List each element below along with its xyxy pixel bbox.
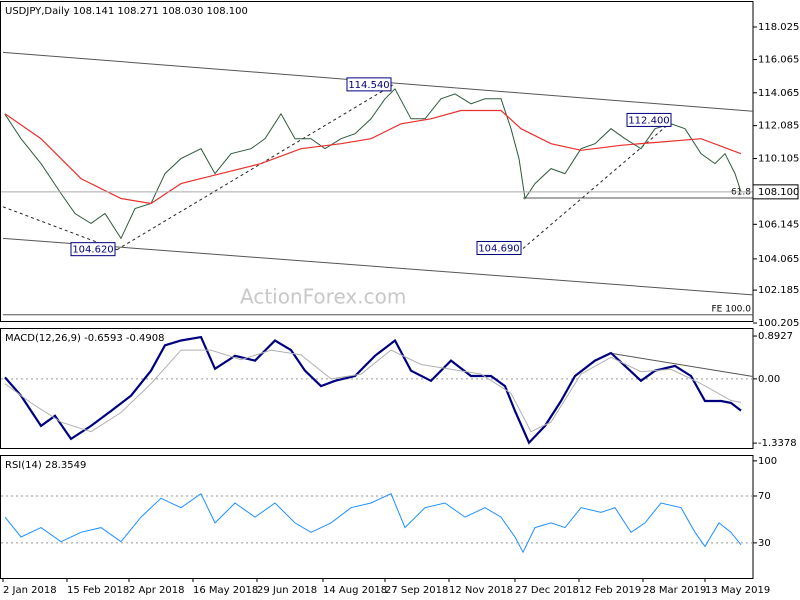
annotation-label: 114.540 bbox=[348, 80, 389, 91]
x-tick-label: 28 Mar 2019 bbox=[643, 585, 706, 596]
line-label: 61.8 bbox=[731, 188, 751, 198]
y-tick-label: -1.3378 bbox=[758, 438, 797, 449]
annotation-box bbox=[346, 77, 392, 92]
y-tick-label: 102.185 bbox=[758, 285, 799, 296]
y-tick-label: 0.00 bbox=[758, 374, 780, 385]
y-tick-label: 114.065 bbox=[758, 88, 799, 99]
x-tick-label: 27 Dec 2018 bbox=[515, 585, 579, 596]
y-tick-label: 112.085 bbox=[758, 121, 799, 132]
y-tick-label: 0.8927 bbox=[758, 331, 793, 342]
y-tick-label: 116.065 bbox=[758, 55, 799, 66]
series-line bbox=[4, 109, 742, 205]
panel-title: MACD(12,26,9) -0.6593 -0.4908 bbox=[5, 333, 165, 344]
trend-line bbox=[608, 352, 754, 377]
series-line bbox=[4, 335, 742, 445]
x-tick-label: 14 Aug 2018 bbox=[323, 585, 387, 596]
y-tick-label: 100 bbox=[758, 456, 777, 467]
trend-line bbox=[2, 206, 118, 251]
x-tick-label: 12 Nov 2018 bbox=[449, 585, 513, 596]
panel-title: RSI(14) 28.3549 bbox=[5, 460, 86, 471]
annotation-label: 104.620 bbox=[72, 245, 113, 256]
x-tick-label: 27 Sep 2018 bbox=[385, 585, 448, 596]
x-tick-label: 16 May 2018 bbox=[193, 585, 258, 596]
x-tick-label: 15 Feb 2018 bbox=[67, 585, 129, 596]
x-tick-label: 29 Jun 2018 bbox=[257, 585, 317, 596]
trend-line bbox=[116, 84, 394, 251]
y-tick-label: 70 bbox=[758, 491, 771, 502]
trend-line bbox=[522, 120, 674, 249]
x-tick-label: 2 Jan 2018 bbox=[3, 585, 57, 596]
last-price-box bbox=[752, 184, 799, 200]
y-tick-label: 118.025 bbox=[758, 22, 799, 33]
y-tick-label: 100.205 bbox=[758, 318, 799, 329]
x-tick-label: 13 May 2019 bbox=[705, 585, 770, 596]
y-tick-label: 110.105 bbox=[758, 154, 799, 165]
line-label: FE 100.0 bbox=[712, 304, 752, 314]
annotation-label: 104.690 bbox=[478, 243, 519, 254]
annotation-label: 112.400 bbox=[628, 115, 669, 126]
panel-border bbox=[0, 1, 754, 322]
annotation-box bbox=[626, 112, 672, 127]
x-tick-label: 2 Apr 2018 bbox=[129, 585, 184, 596]
y-tick-label: 104.065 bbox=[758, 254, 799, 265]
watermark: ActionForex.com bbox=[240, 285, 406, 309]
y-tick-label: 30 bbox=[758, 538, 771, 549]
series-line bbox=[4, 492, 742, 554]
last-price-label: 108.100 bbox=[758, 187, 799, 198]
trend-line bbox=[2, 237, 754, 296]
y-tick-label: 106.145 bbox=[758, 219, 799, 230]
panel-title: USDJPY,Daily 108.141 108.271 108.030 108… bbox=[5, 6, 248, 17]
panel-border bbox=[0, 328, 754, 449]
annotation-box bbox=[70, 242, 116, 257]
x-tick-label: 12 Feb 2019 bbox=[579, 585, 641, 596]
panel-border bbox=[0, 455, 754, 579]
series-line bbox=[4, 88, 742, 240]
series-line bbox=[4, 349, 742, 433]
annotation-box bbox=[476, 240, 522, 255]
